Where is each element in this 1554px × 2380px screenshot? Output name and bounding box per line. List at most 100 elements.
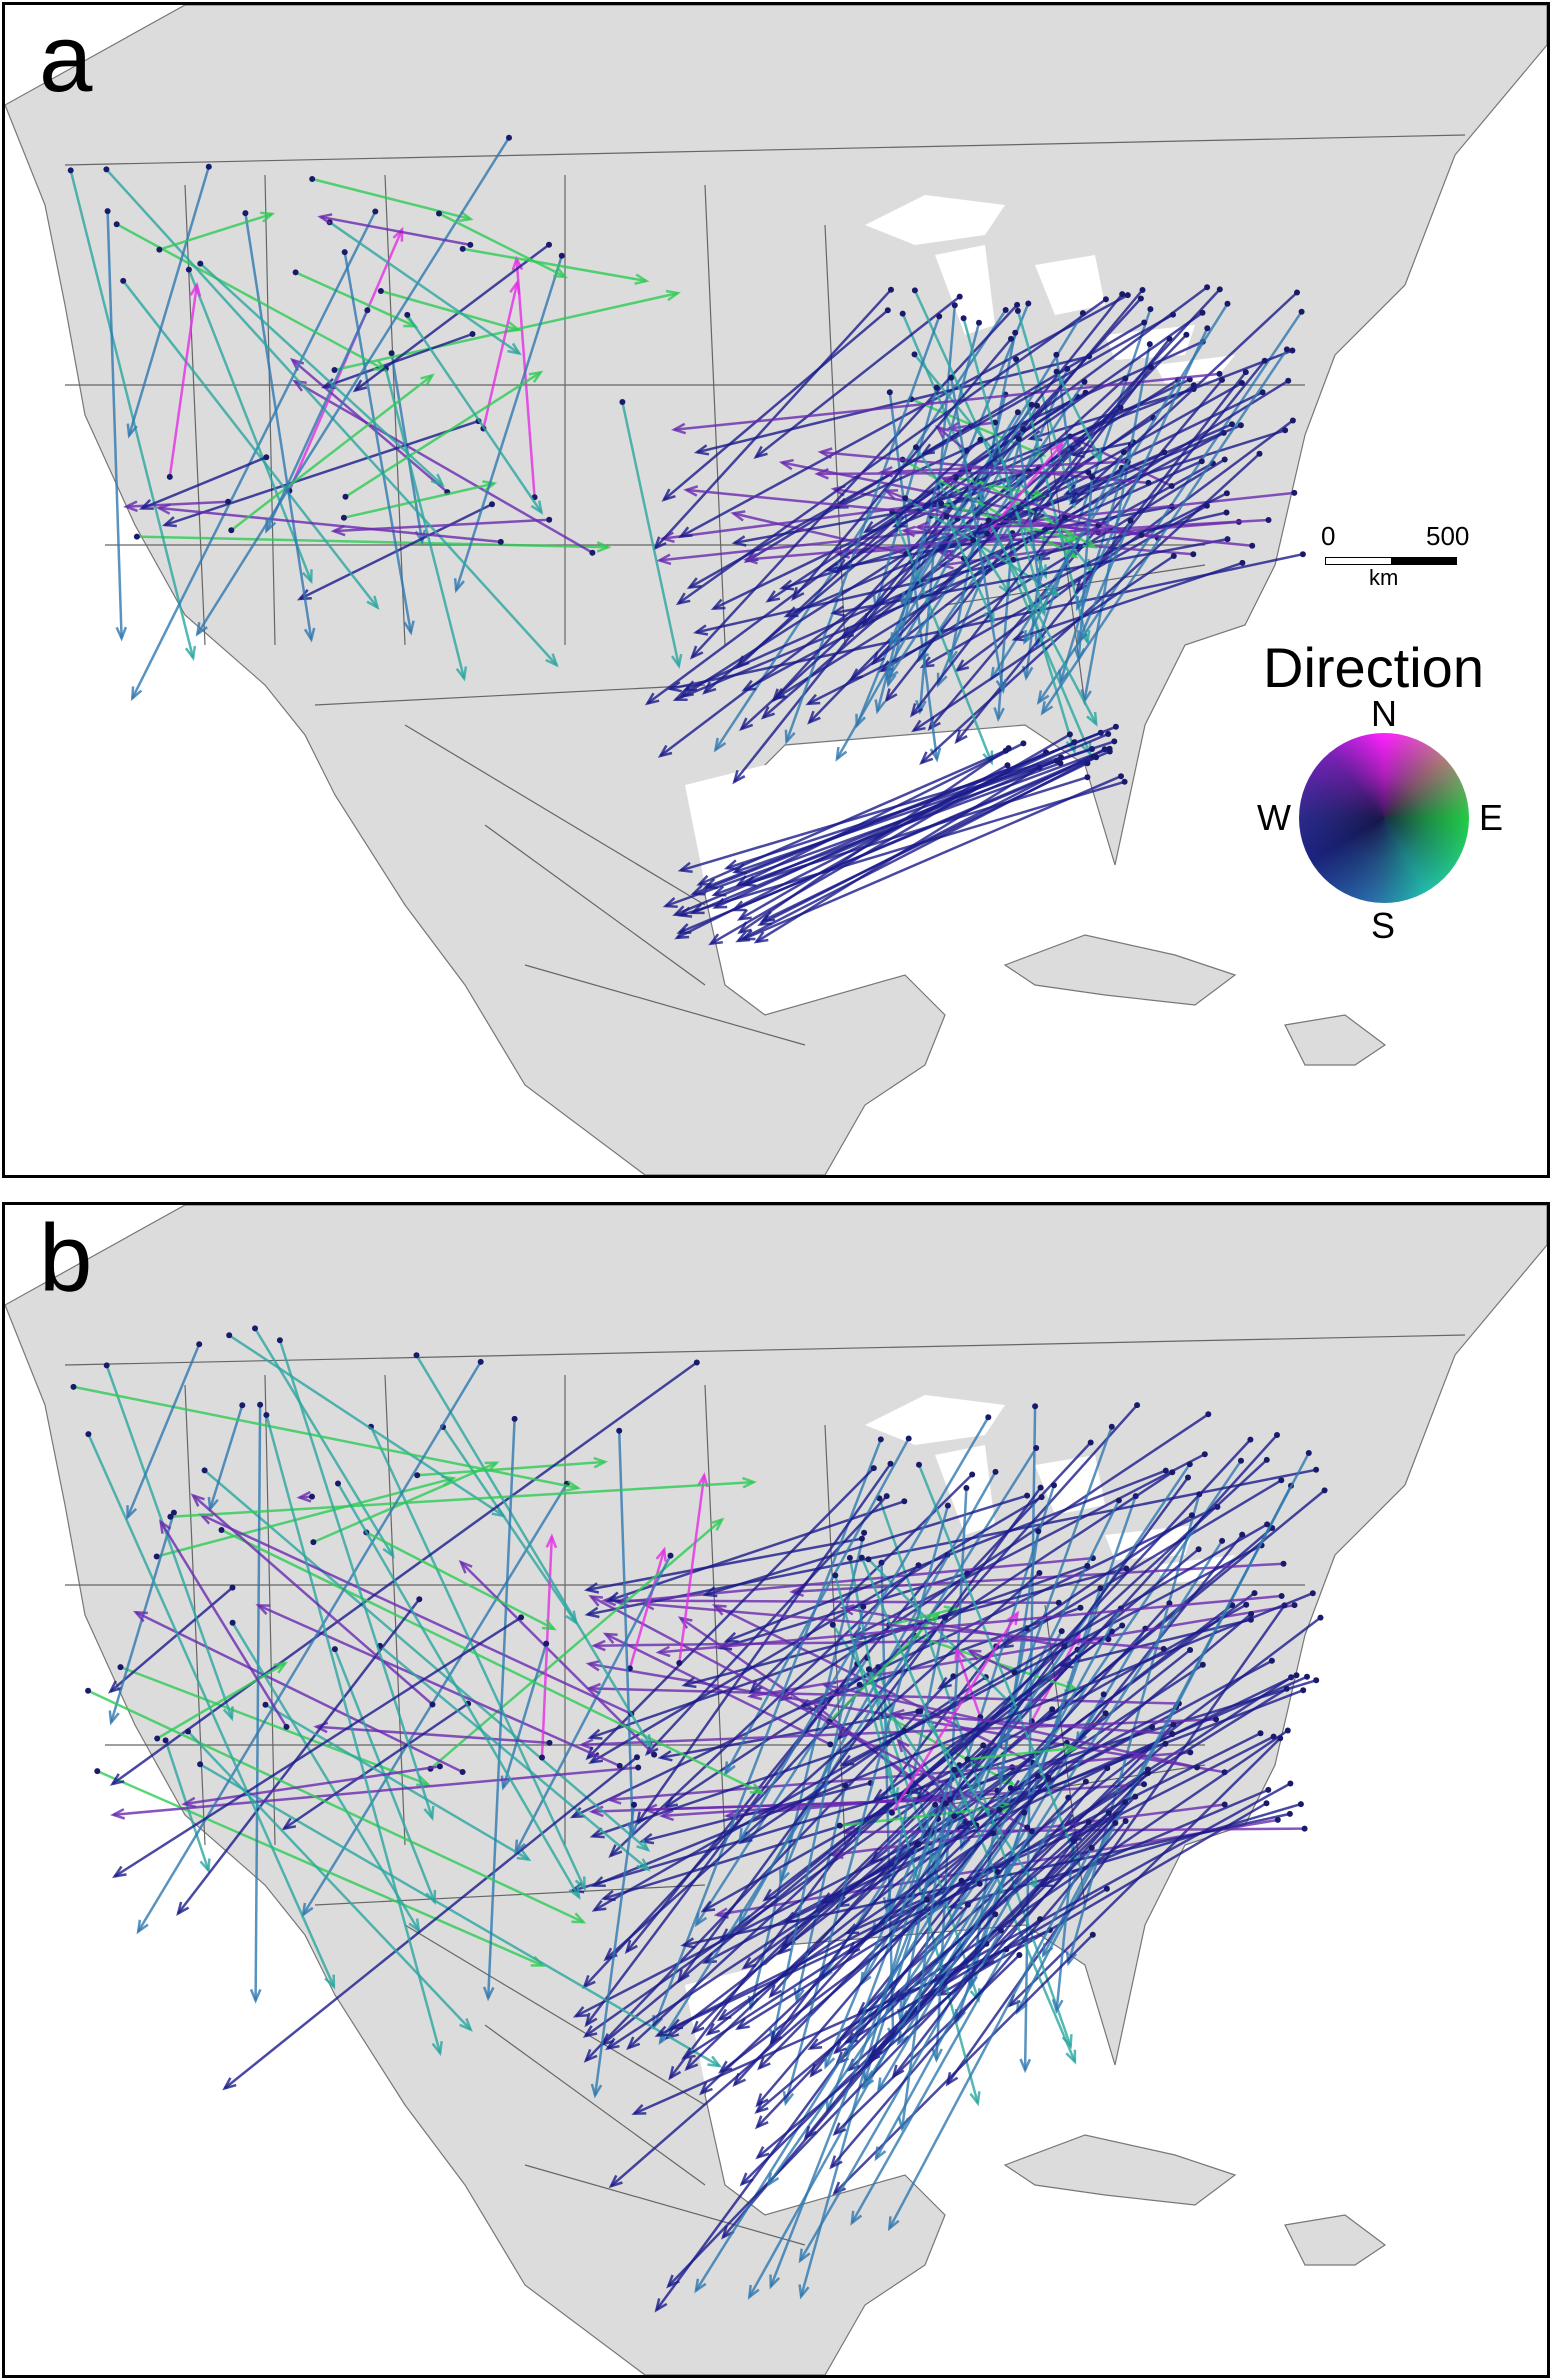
origin-point (1122, 375, 1129, 382)
color-wheel-shade (1299, 733, 1469, 903)
migration-vector (917, 1464, 1080, 1865)
migration-vector (755, 766, 1041, 943)
origin-point (870, 1465, 877, 1472)
migration-vector (696, 355, 1090, 454)
origin-point (899, 310, 906, 317)
arrow-head (634, 273, 650, 285)
legend-east: E (1479, 797, 1504, 838)
origin-point (1169, 1731, 1176, 1737)
origin-point (1032, 1403, 1039, 1410)
origin-point (651, 1751, 658, 1758)
arrow-head (249, 1988, 262, 2004)
migration-vector (223, 1756, 638, 2090)
migration-vector (756, 1775, 1039, 2106)
origin-point (1100, 1691, 1107, 1698)
origin-point (1104, 1765, 1111, 1772)
migration-vector (156, 1662, 286, 1740)
arrow-head (920, 443, 936, 456)
arrow-head (530, 500, 544, 516)
migration-vector (608, 1500, 905, 1602)
arrow-head (292, 379, 307, 392)
arrow-head (366, 595, 380, 611)
origin-point (1301, 1825, 1308, 1832)
arrow-head (723, 1631, 739, 1643)
arrow-head (835, 746, 848, 762)
arrow-head (829, 2155, 843, 2170)
arrow-head (900, 525, 916, 538)
origin-point (1169, 1469, 1176, 1476)
arrow-head (939, 475, 955, 487)
origin-point (1106, 748, 1113, 755)
arrow-head (176, 1901, 190, 1917)
migration-vector (962, 317, 1046, 615)
arrow-head (1019, 2058, 1032, 2074)
migration-vector (1076, 327, 1209, 609)
arrow-head (654, 2298, 668, 2313)
origin-point (1124, 292, 1131, 299)
arrow-head (1050, 441, 1064, 456)
migration-vector (852, 1453, 1206, 1638)
arrow-head (936, 672, 948, 688)
origin-point (1053, 368, 1060, 375)
origin-point (103, 1362, 110, 1369)
origin-point (185, 1728, 191, 1735)
origin-point (1170, 1721, 1177, 1728)
origin-point (1199, 1661, 1206, 1668)
arrow-head (876, 2077, 890, 2093)
migration-vector (1030, 1632, 1081, 1722)
arrow-head (919, 656, 935, 669)
migration-vector (311, 177, 471, 221)
migration-arrows (70, 1325, 1328, 2313)
migration-vector (316, 1725, 550, 1745)
arrow-head (453, 578, 465, 594)
origin-point (996, 1806, 1003, 1813)
arrow-head (684, 2057, 699, 2072)
origin-point (1229, 421, 1235, 428)
origin-point (225, 498, 232, 505)
origin-point (133, 533, 140, 540)
migration-vector (642, 1602, 1164, 1651)
origin-point (1238, 1457, 1244, 1464)
arrow-head (919, 751, 934, 765)
origin-point (976, 319, 982, 326)
arrow-head (657, 1750, 673, 1762)
arrow-head (590, 2083, 603, 2099)
migration-vector (838, 520, 1239, 556)
arrow-head (741, 1956, 756, 1970)
migration-vector (872, 288, 1221, 665)
arrow-head (874, 2146, 887, 2162)
migration-vector (748, 1904, 969, 2298)
migration-vector (695, 1657, 869, 1926)
arrow-head (571, 1912, 587, 1924)
arrow-head (835, 558, 851, 572)
origin-point (943, 513, 950, 520)
origin-point (1183, 331, 1190, 338)
origin-point (1321, 1487, 1328, 1494)
origin-point (239, 1402, 246, 1409)
migration-vector (617, 1556, 1094, 1604)
origin-point (1249, 542, 1256, 549)
arrow-head (659, 1809, 675, 1822)
arrow-head (1079, 629, 1091, 646)
migration-vector (514, 1555, 672, 1853)
origin-point (888, 286, 894, 293)
migration-vector (312, 1461, 498, 1544)
arrow-head (839, 1604, 855, 1616)
origin-point (1051, 1482, 1057, 1489)
origin-point (1089, 1931, 1096, 1938)
origin-point (1008, 335, 1014, 342)
arrow-head (972, 523, 988, 535)
arrow-head (741, 679, 757, 692)
origin-point (829, 1621, 836, 1628)
origin-point (1141, 1781, 1147, 1788)
migration-vector (900, 1803, 948, 2129)
migration-vector (1014, 561, 1243, 641)
migration-vector (692, 1744, 985, 2034)
origin-point (1014, 301, 1021, 308)
migration-vector (379, 1644, 650, 1871)
arrow-head (666, 681, 682, 693)
origin-point (309, 176, 316, 182)
arrow-head (824, 2054, 836, 2070)
arrow-head (755, 2093, 769, 2108)
origin-point (911, 351, 918, 358)
